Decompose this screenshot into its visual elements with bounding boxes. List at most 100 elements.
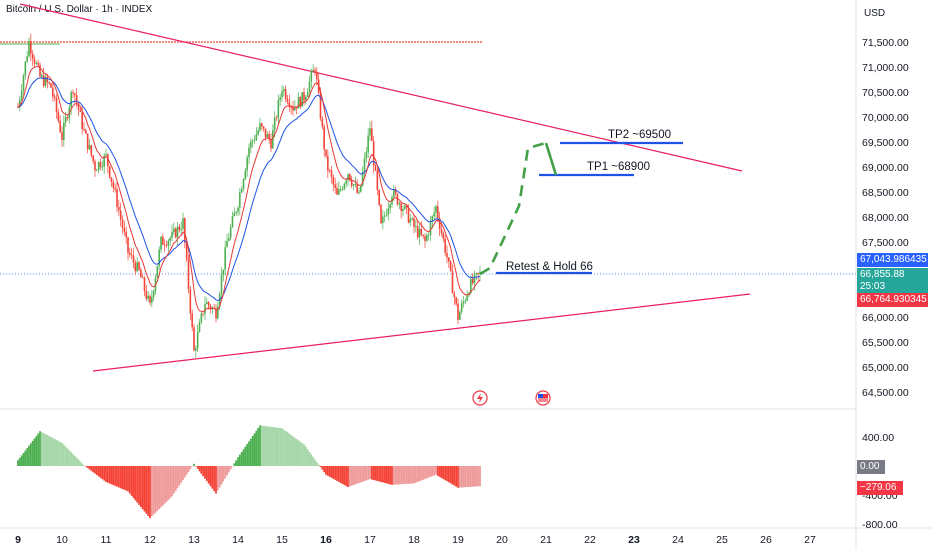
candle-body [270, 139, 272, 149]
price-tick-label: 65,500.00 [862, 337, 909, 349]
candle-body [251, 140, 254, 142]
histogram-bar [130, 466, 133, 496]
histogram-bar [191, 466, 194, 467]
upper-trendline[interactable] [19, 3, 743, 172]
candle-body [404, 205, 406, 209]
time-axis[interactable]: 9 10 11 12 13 14 15 16 17 18 19 20 21 22 23 24 25 26 27 [15, 534, 816, 546]
candle-body [83, 128, 85, 130]
histogram-bar [163, 466, 166, 504]
ema-slow-line [17, 77, 481, 302]
histogram-bar [446, 466, 448, 482]
candle-body [338, 189, 340, 195]
histogram-bar [453, 466, 456, 486]
histogram-bar [314, 459, 316, 466]
candle-body [108, 166, 111, 178]
candle-body [277, 100, 280, 119]
currency-label[interactable]: USD [864, 8, 886, 19]
histogram-bar [310, 454, 313, 466]
candle-body [30, 41, 32, 54]
histogram-bar [196, 466, 199, 469]
histogram-bar [251, 436, 254, 466]
histogram-bar [178, 466, 181, 486]
histogram-bar [365, 466, 368, 481]
candle-body [444, 238, 446, 253]
candle-body [233, 212, 236, 217]
candle-body [90, 145, 93, 156]
histogram-bar [77, 459, 80, 466]
histogram-bar [325, 466, 327, 475]
candle-body [383, 215, 386, 217]
price-tick-label: 71,500.00 [862, 37, 909, 49]
histogram-bar [350, 466, 353, 486]
histogram-bar [224, 466, 227, 479]
candle-body [207, 302, 210, 306]
lower-trendline[interactable] [92, 293, 751, 372]
candle-body [459, 312, 461, 320]
histogram-bar [46, 435, 49, 466]
histogram-bar [233, 463, 236, 466]
candle-body [350, 180, 353, 186]
candle-body [246, 157, 248, 171]
lightning-icon[interactable] [472, 390, 488, 406]
histogram-bar [391, 466, 393, 485]
candle-body [305, 96, 307, 101]
candle-body [385, 214, 388, 216]
candle-body [437, 206, 439, 219]
time-tick-label: 21 [540, 534, 552, 546]
candle-body [52, 87, 54, 97]
time-tick-label: 20 [496, 534, 508, 546]
candle-body [453, 293, 456, 298]
histogram-bar [222, 466, 225, 482]
candle-body [173, 228, 175, 232]
candle-body [321, 118, 324, 127]
projection-path[interactable] [479, 141, 558, 276]
histogram-bar [321, 466, 324, 470]
histogram-bar [103, 466, 106, 481]
histogram-bar [422, 466, 425, 480]
histogram-bar [171, 466, 173, 497]
price-tick-label: 71,000.00 [862, 62, 909, 74]
candle-body [182, 218, 184, 229]
histogram-bar [64, 446, 67, 466]
candle-body [145, 290, 148, 299]
histogram-bar [180, 466, 183, 483]
histogram-bar [161, 466, 164, 506]
histogram-bar [215, 466, 217, 494]
candle-body [17, 107, 19, 108]
candle-body [312, 69, 314, 72]
histogram-bar [469, 466, 472, 487]
histogram-bar [389, 466, 392, 485]
histogram-bar [44, 434, 47, 466]
candle-body [268, 134, 270, 140]
candle-body [20, 90, 23, 100]
candle-body [44, 77, 47, 86]
candle-body [149, 295, 151, 303]
histogram-bar [464, 466, 467, 488]
candle-body [303, 92, 305, 101]
price-axis[interactable]: 71,500.00 71,000.00 70,500.00 70,000.00 69,5… [862, 37, 909, 399]
candle-body [378, 189, 380, 205]
candle-body [226, 241, 228, 248]
histogram-bar [50, 437, 52, 466]
histogram-bar [86, 466, 89, 469]
price-tick-label: 69,500.00 [862, 137, 909, 149]
us-flag-icon[interactable] [535, 390, 551, 406]
histogram-bar [81, 463, 84, 466]
histogram-bar [435, 466, 437, 475]
candle-body [42, 75, 45, 86]
candle-body [231, 216, 234, 227]
histogram-bar [411, 466, 414, 484]
histogram-bar [160, 466, 162, 508]
candle-body [81, 111, 83, 129]
histogram-bar [51, 437, 54, 466]
candle-body [85, 129, 87, 134]
histogram-bar [299, 441, 302, 466]
histogram-bar [92, 466, 95, 473]
candle-body [380, 204, 382, 224]
candle-body [418, 228, 421, 238]
indicator-tick-label: 400.00 [862, 432, 894, 444]
candle-body [440, 228, 443, 234]
candle-body [473, 274, 476, 284]
candle-body [442, 233, 445, 239]
